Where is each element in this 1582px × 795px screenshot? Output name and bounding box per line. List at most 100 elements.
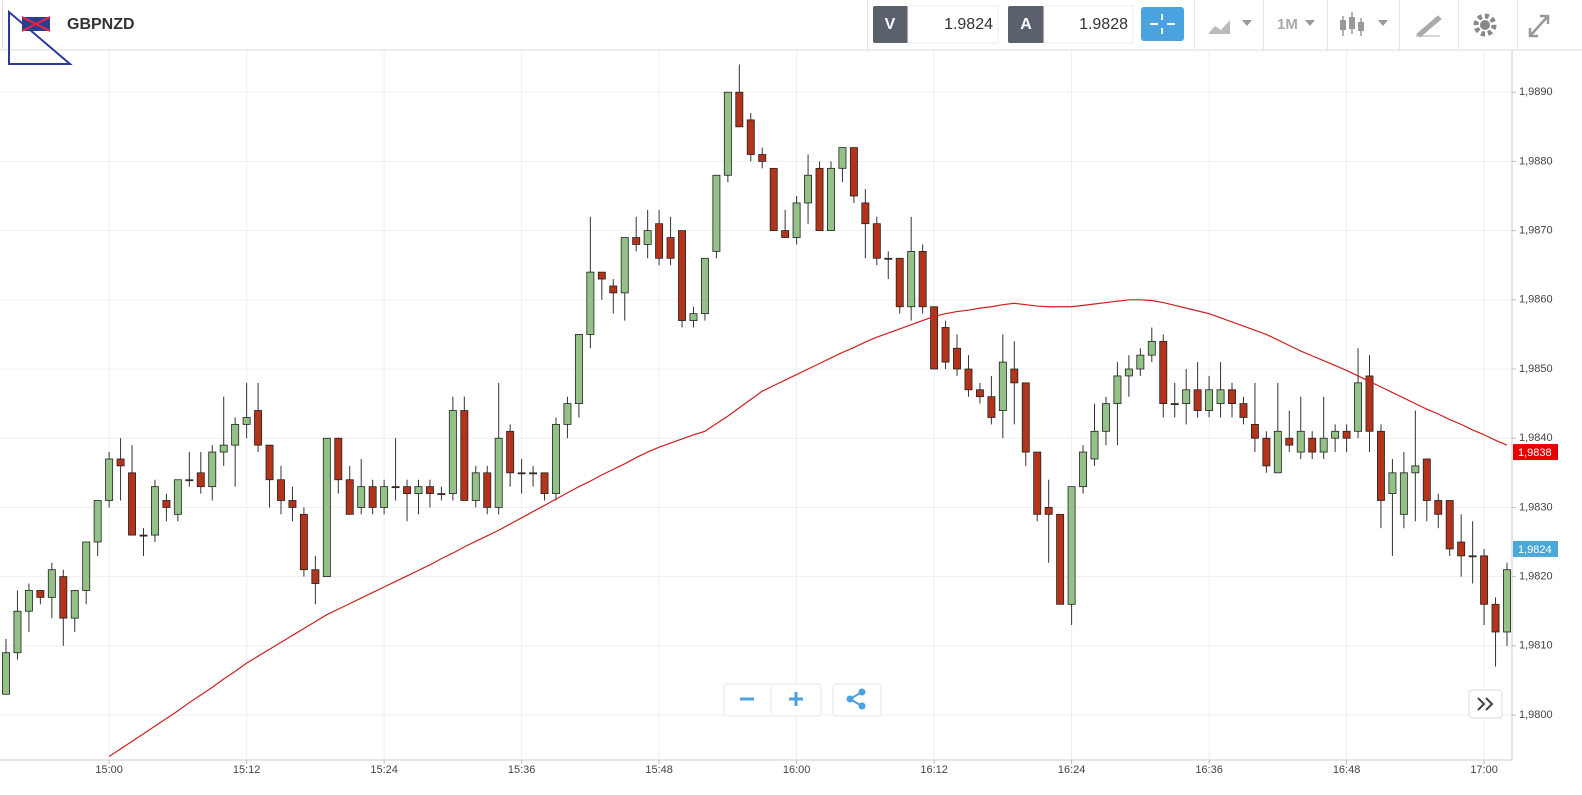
candle-body bbox=[208, 451, 217, 488]
divider bbox=[1194, 0, 1195, 50]
zoom-in[interactable] bbox=[789, 692, 803, 706]
y-tick-label: 1,9810 bbox=[1519, 640, 1553, 652]
candle-body bbox=[758, 154, 767, 162]
ask-box[interactable] bbox=[1043, 5, 1134, 44]
candle-body bbox=[1457, 541, 1466, 557]
candle-body bbox=[1308, 437, 1317, 453]
candle-body bbox=[964, 368, 973, 391]
candle-body bbox=[288, 500, 297, 508]
candle-body bbox=[1434, 500, 1443, 515]
x-tick-label: 16:36 bbox=[1195, 764, 1223, 776]
share-box bbox=[832, 683, 882, 717]
candle-body bbox=[678, 230, 686, 321]
divider bbox=[1399, 0, 1400, 50]
candle-body bbox=[277, 479, 285, 501]
candle-body bbox=[231, 423, 240, 446]
candle-body bbox=[1445, 500, 1454, 550]
candle-body bbox=[804, 174, 813, 204]
candle-body bbox=[552, 423, 560, 494]
candle-body bbox=[196, 472, 205, 488]
dropdown-arrow bbox=[1242, 20, 1252, 26]
candle-body bbox=[712, 174, 721, 252]
divider bbox=[867, 0, 868, 50]
divider bbox=[1517, 0, 1518, 50]
scroll-end-button[interactable] bbox=[1468, 689, 1503, 719]
candle-body bbox=[105, 458, 114, 501]
toolbar-edge bbox=[2, 1, 3, 49]
toolbar: GBPNZD V 1.9824 A 1.9828 1M bbox=[0, 0, 1582, 65]
price-marker bbox=[1513, 444, 1558, 461]
candle-body bbox=[425, 486, 434, 494]
candle-body bbox=[861, 202, 870, 225]
candle-body bbox=[953, 347, 961, 370]
y-tick-label: 1,9880 bbox=[1519, 155, 1553, 167]
candle-body bbox=[1503, 569, 1511, 633]
settings-icon[interactable] bbox=[1473, 13, 1497, 37]
candle-body bbox=[82, 541, 91, 591]
candle-body bbox=[586, 271, 595, 335]
y-tick-label: 1,9840 bbox=[1519, 432, 1553, 444]
candle-body bbox=[529, 472, 538, 475]
bid-price: 1.9824 bbox=[944, 16, 993, 33]
candle-body bbox=[574, 334, 583, 405]
x-tick-label: 15:24 bbox=[370, 764, 398, 776]
settings-icon-core bbox=[1480, 20, 1490, 30]
candle-body bbox=[998, 361, 1007, 411]
flag-cross bbox=[21, 16, 51, 32]
candle-body bbox=[815, 167, 824, 232]
candle-body bbox=[907, 250, 916, 308]
timeframe[interactable]: 1M bbox=[1277, 16, 1298, 33]
candle-body bbox=[872, 223, 881, 259]
chart-type-icon[interactable] bbox=[1208, 20, 1230, 34]
x-tick-label: 16:48 bbox=[1333, 764, 1361, 776]
candle-body bbox=[930, 306, 939, 370]
candle-body bbox=[139, 534, 148, 537]
y-tick-label: 1,9890 bbox=[1519, 86, 1553, 98]
candle-body bbox=[219, 444, 228, 453]
dropdown-arrow bbox=[1378, 20, 1388, 26]
candle-body bbox=[632, 237, 641, 245]
crosshair-button[interactable] bbox=[1141, 7, 1184, 41]
candle-body bbox=[93, 500, 102, 543]
candle-body bbox=[792, 202, 801, 238]
price-marker bbox=[1513, 540, 1558, 557]
candle-body bbox=[254, 410, 263, 446]
candle-body bbox=[173, 479, 182, 515]
x-tick-label: 17:00 bbox=[1470, 764, 1498, 776]
candle-body bbox=[609, 285, 618, 294]
bid-box[interactable] bbox=[907, 5, 999, 44]
candle-body bbox=[403, 486, 411, 494]
candle-body bbox=[1170, 403, 1179, 406]
candle-body bbox=[1377, 430, 1385, 501]
bid-label: V bbox=[885, 16, 896, 33]
candle-body bbox=[1399, 472, 1408, 515]
candle-body bbox=[151, 486, 159, 536]
fullscreen-icon[interactable] bbox=[1528, 14, 1550, 38]
candle-body bbox=[769, 167, 778, 232]
candle-body bbox=[116, 458, 125, 467]
candle-body bbox=[620, 237, 629, 294]
candle-body bbox=[2, 652, 10, 695]
candle-body bbox=[918, 250, 927, 308]
plot-area bbox=[0, 50, 1512, 760]
candle-body bbox=[1136, 354, 1145, 370]
candle-body bbox=[1480, 555, 1489, 605]
candle-body bbox=[563, 403, 572, 425]
candle-body bbox=[735, 91, 744, 128]
x-tick-label: 15:48 bbox=[645, 764, 673, 776]
candle-body bbox=[1102, 403, 1110, 432]
candle-body bbox=[1365, 375, 1374, 432]
candle-body bbox=[1273, 430, 1282, 474]
candle-body bbox=[70, 590, 79, 619]
candle-body bbox=[185, 479, 194, 482]
candle-body bbox=[460, 410, 469, 501]
candle-body bbox=[597, 271, 606, 280]
candle-body bbox=[36, 590, 45, 598]
candle-body bbox=[723, 91, 732, 176]
candle-body bbox=[483, 472, 492, 508]
candle-body bbox=[506, 430, 515, 474]
draw-icon[interactable] bbox=[1416, 15, 1442, 38]
candle-body bbox=[1216, 389, 1225, 405]
candle-body bbox=[1067, 486, 1076, 605]
